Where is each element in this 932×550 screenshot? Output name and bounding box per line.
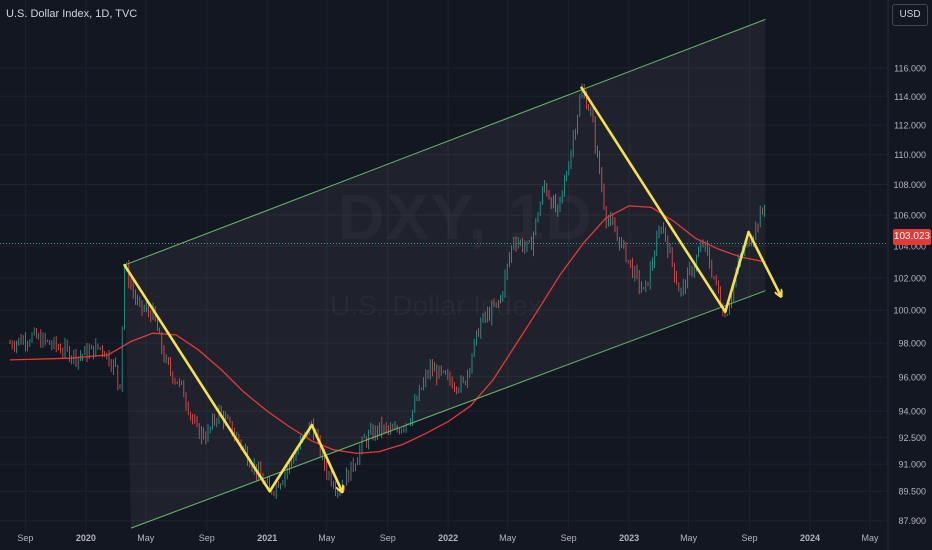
x-tick-label: 2022	[438, 533, 458, 543]
y-tick-label: 94.000	[898, 407, 926, 417]
x-tick-label: May	[499, 533, 517, 543]
y-tick-label: 100.000	[893, 306, 926, 316]
moving-average-line	[9, 205, 766, 455]
x-tick-label: May	[861, 533, 879, 543]
y-tick-label: 116.000	[894, 63, 926, 73]
y-tick-label: 89.500	[898, 487, 926, 497]
x-tick-label: Sep	[561, 533, 577, 543]
y-tick-label: 112.000	[894, 121, 926, 131]
y-tick-label: 108.000	[893, 180, 926, 190]
lower-channel-line[interactable]	[130, 290, 766, 529]
x-tick-label: 2023	[619, 533, 639, 543]
channel-fill	[124, 19, 766, 529]
projection-leg[interactable]	[310, 423, 341, 489]
x-tick-label: Sep	[199, 533, 215, 543]
currency-button[interactable]: USD	[892, 4, 928, 26]
current-price-label: 103.023	[893, 229, 931, 245]
y-tick-label: 106.000	[893, 211, 926, 221]
x-tick-label: May	[137, 533, 155, 543]
x-tick-label: May	[680, 533, 698, 543]
symbol-title[interactable]: U.S. Dollar Index, 1D, TVC	[6, 8, 138, 20]
x-tick-label: 2024	[800, 533, 820, 543]
time-axis: Sep 2020 May Sep 2021 May Sep 2022 May Sep 2023 May…	[17, 533, 879, 543]
y-tick-label: 104.000	[893, 242, 926, 252]
description-watermark: U.S. Dollar Index	[330, 290, 542, 322]
y-tick-label: 110.000	[894, 150, 926, 160]
x-tick-label: Sep	[17, 533, 33, 543]
projection-leg[interactable]	[123, 263, 272, 493]
y-tick-label: 96.000	[898, 372, 926, 382]
projection-leg[interactable]	[723, 230, 750, 314]
y-tick-label: 114.000	[894, 92, 926, 102]
upper-channel-line[interactable]	[124, 18, 766, 266]
y-tick-label: 87.900	[898, 516, 926, 526]
price-axis: 116.000 114.000 112.000 110.000 108.000 106.0…	[893, 63, 926, 526]
y-tick-label: 98.000	[898, 339, 926, 349]
y-tick-label: 102.000	[893, 273, 926, 283]
x-tick-label: Sep	[742, 533, 758, 543]
x-tick-label: 2021	[257, 533, 277, 543]
y-tick-label: 91.000	[898, 460, 926, 470]
symbol-watermark: DXY, 1D	[338, 180, 594, 254]
projection-leg[interactable]	[580, 86, 727, 314]
x-tick-label: May	[318, 533, 336, 543]
projection-leg[interactable]	[268, 423, 314, 493]
projection-path	[123, 86, 780, 493]
x-tick-label: Sep	[380, 533, 396, 543]
projection-leg[interactable]	[747, 230, 780, 294]
x-tick-label: 2020	[76, 533, 96, 543]
grid-lines	[0, 0, 888, 530]
y-tick-label: 92.500	[898, 433, 926, 443]
